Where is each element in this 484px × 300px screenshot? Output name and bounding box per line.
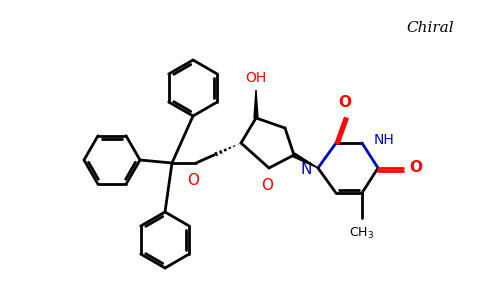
Polygon shape [254,90,258,118]
Text: N: N [301,163,312,178]
Text: Chiral: Chiral [406,21,454,35]
Text: OH: OH [245,71,267,85]
Text: O: O [338,95,351,110]
Text: CH$_3$: CH$_3$ [349,226,375,241]
Text: O: O [187,173,199,188]
Text: O: O [409,160,422,175]
Polygon shape [293,153,318,168]
Text: O: O [261,178,273,193]
Text: NH: NH [374,133,395,147]
